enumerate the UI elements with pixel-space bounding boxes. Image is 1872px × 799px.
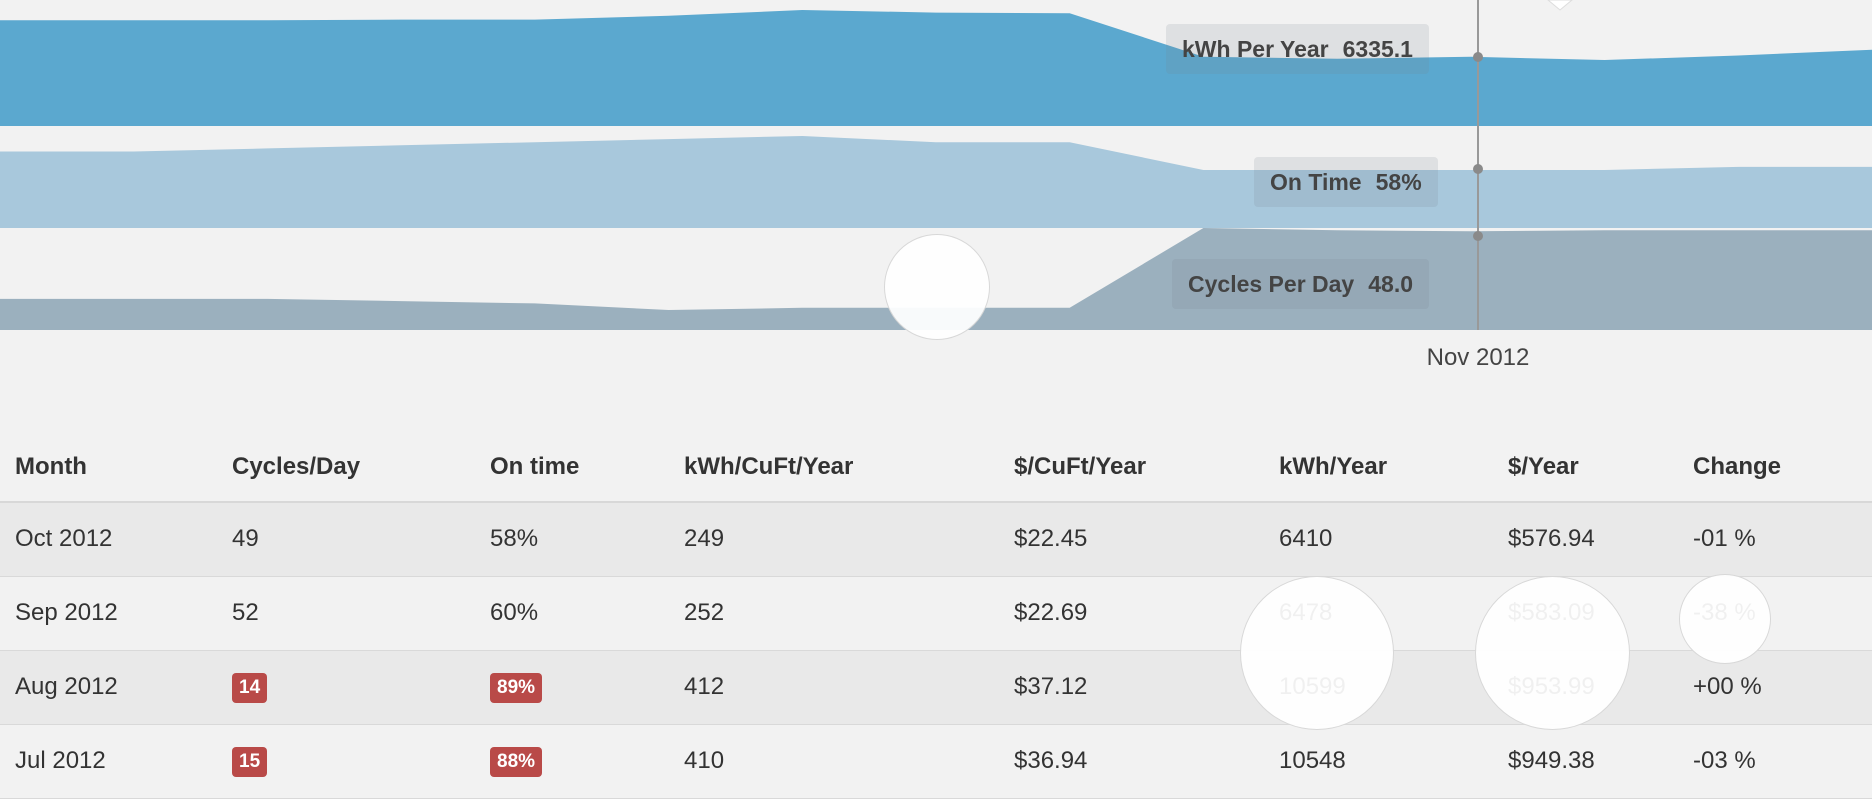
cell-cost-cuft-year: $22.69 xyxy=(999,576,1264,651)
cell-month: Sep 2012 xyxy=(0,576,217,651)
header-cycles-per-day[interactable]: Cycles/Day xyxy=(217,432,475,503)
cell-kwh-cuft-year: 412 xyxy=(669,650,999,725)
marker-icon xyxy=(1547,0,1573,11)
touch-indicator-cost xyxy=(1475,576,1630,730)
cell-kwh-cuft-year: 252 xyxy=(669,576,999,651)
tooltip-ontime-label: On Time xyxy=(1270,169,1362,195)
area-kwh-per-year xyxy=(0,10,1872,126)
hover-point-0 xyxy=(1473,52,1483,62)
cell-cycles-per-day: 14 xyxy=(217,650,475,725)
cell-cycles-per-day: 15 xyxy=(217,724,475,799)
cell-month: Jul 2012 xyxy=(0,724,217,799)
chart-svg xyxy=(0,0,1872,330)
cell-cost-cuft-year: $37.12 xyxy=(999,650,1264,725)
tooltip-cycles-per-day: Cycles Per Day 48.0 xyxy=(1172,259,1429,309)
cell-month: Oct 2012 xyxy=(0,502,217,577)
header-kwh-year[interactable]: kWh/Year xyxy=(1264,432,1493,503)
alert-badge: 15 xyxy=(232,746,268,777)
cell-kwh-year: 6410 xyxy=(1264,502,1493,577)
cell-change: -03 % xyxy=(1678,724,1872,799)
area-on-time xyxy=(0,136,1872,228)
table-row[interactable]: Jul 2012 15 88% 410 $36.94 10548 $949.38 -03 % xyxy=(0,724,1872,799)
tooltip-kwh-value: 6335.1 xyxy=(1342,36,1413,62)
header-on-time[interactable]: On time xyxy=(475,432,669,503)
cell-change: -01 % xyxy=(1678,502,1872,577)
cell-on-time: 89% xyxy=(475,650,669,725)
stacked-area-chart[interactable]: kWh Per Year 6335.1 On Time 58% Cycles Per… xyxy=(0,0,1872,380)
alert-badge: 14 xyxy=(232,672,268,703)
header-kwh-cuft-year[interactable]: kWh/CuFt/Year xyxy=(669,432,999,503)
tooltip-ontime-value: 58% xyxy=(1375,169,1422,195)
cell-cycles-per-day: 52 xyxy=(217,576,475,651)
header-cost-year[interactable]: $/Year xyxy=(1493,432,1678,503)
alert-badge: 89% xyxy=(490,672,543,703)
tooltip-cycles-label: Cycles Per Day xyxy=(1188,271,1355,297)
cell-change: +00 % xyxy=(1678,650,1872,725)
cell-on-time: 58% xyxy=(475,502,669,577)
hover-point-1 xyxy=(1473,164,1483,174)
alert-badge: 88% xyxy=(490,746,543,777)
header-month[interactable]: Month xyxy=(0,432,217,503)
header-change[interactable]: Change xyxy=(1678,432,1872,503)
header-cost-cuft-year[interactable]: $/CuFt/Year xyxy=(999,432,1264,503)
tooltip-on-time: On Time 58% xyxy=(1254,157,1438,207)
cell-on-time: 60% xyxy=(475,576,669,651)
cell-cost-year: $576.94 xyxy=(1493,502,1678,577)
cell-cost-cuft-year: $36.94 xyxy=(999,724,1264,799)
tooltip-kwh-per-year: kWh Per Year 6335.1 xyxy=(1166,24,1429,74)
cell-cycles-per-day: 49 xyxy=(217,502,475,577)
x-axis-hover-label: Nov 2012 xyxy=(1426,344,1530,371)
touch-indicator-change xyxy=(1679,574,1771,664)
cell-cost-cuft-year: $22.45 xyxy=(999,502,1264,577)
hover-point-2 xyxy=(1473,231,1483,241)
cell-cost-year: $949.38 xyxy=(1493,724,1678,799)
cell-month: Aug 2012 xyxy=(0,650,217,725)
touch-indicator-kwh xyxy=(1240,576,1394,730)
area-cycles-per-day xyxy=(0,228,1872,330)
cell-kwh-year: 10548 xyxy=(1264,724,1493,799)
touch-indicator-chart xyxy=(884,234,990,340)
cell-kwh-cuft-year: 249 xyxy=(669,502,999,577)
table-row[interactable]: Oct 2012 49 58% 249 $22.45 6410 $576.94 -01 % xyxy=(0,502,1872,577)
tooltip-cycles-value: 48.0 xyxy=(1368,271,1413,297)
cell-on-time: 88% xyxy=(475,724,669,799)
tooltip-kwh-label: kWh Per Year xyxy=(1182,36,1329,62)
cell-kwh-cuft-year: 410 xyxy=(669,724,999,799)
table-header-row: Month Cycles/Day On time kWh/CuFt/Year $… xyxy=(0,432,1872,503)
